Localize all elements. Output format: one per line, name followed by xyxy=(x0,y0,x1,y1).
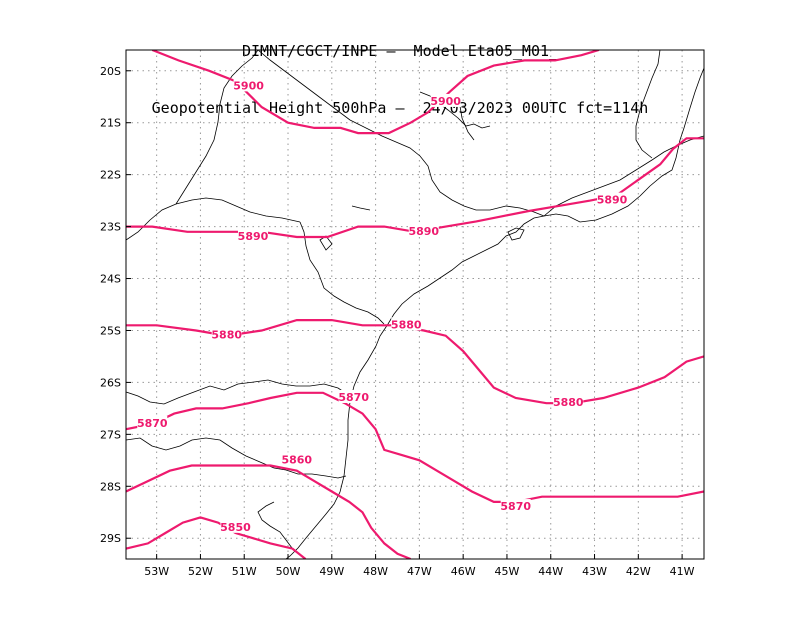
contour-labels: 5900 5900 5890 5890 5890 5880 5880 5880 5870 5870… xyxy=(137,78,628,534)
y-tick-label: 27S xyxy=(100,428,121,441)
y-tick-label: 29S xyxy=(100,532,121,545)
x-tick-label: 53W xyxy=(144,565,169,578)
contour-label-bg xyxy=(338,389,369,403)
state-boundary-sp-mg xyxy=(257,50,545,217)
contour-label-bg xyxy=(137,415,168,429)
y-tick-label: 22S xyxy=(100,169,121,182)
contour-label-bg xyxy=(391,317,422,331)
contour-label: 5870 xyxy=(338,391,369,404)
x-tick-label: 47W xyxy=(407,565,432,578)
x-tick-label: 51W xyxy=(232,565,257,578)
contour-label: 5890 xyxy=(238,230,269,243)
contour-label-bg xyxy=(408,223,439,237)
state-boundary-ms-pr xyxy=(126,197,301,241)
y-tick-label: 20S xyxy=(100,65,121,78)
axis-ticks: 53W 52W 51W 50W 49W 48W 47W 46W 45W 44W 43W 42W 41W 2… xyxy=(100,65,695,578)
x-tick-label: 49W xyxy=(319,565,344,578)
contour-5860 xyxy=(126,464,412,559)
y-tick-label: 23S xyxy=(100,221,121,234)
x-tick-label: 45W xyxy=(495,565,520,578)
x-tick-label: 52W xyxy=(188,565,213,578)
x-tick-label: 48W xyxy=(363,565,388,578)
contour-label: 5870 xyxy=(137,417,168,430)
contour-label: 5880 xyxy=(553,396,584,409)
coastline xyxy=(285,67,704,559)
contour-label-bg xyxy=(430,93,461,107)
contour-5850 xyxy=(126,516,307,559)
y-tick-label: 28S xyxy=(100,480,121,493)
contour-label: 5900 xyxy=(233,79,264,92)
river-segment xyxy=(351,205,371,211)
contour-label: 5860 xyxy=(281,453,312,466)
plot-frame xyxy=(125,49,705,560)
contour-label: 5890 xyxy=(408,225,439,238)
state-boundary-pr-sp xyxy=(299,221,385,325)
contour-5890 xyxy=(126,137,704,239)
lagoon-outline xyxy=(257,501,293,549)
title-line-1: DIMNT/CGCT/INPE – Model Eta05_M01_ xyxy=(241,42,559,60)
x-tick-label: 43W xyxy=(582,565,607,578)
contour-label-bg xyxy=(237,228,268,242)
contour-label: 5880 xyxy=(391,318,422,331)
contour-label-bg xyxy=(211,327,242,341)
contour-label: 5890 xyxy=(597,194,628,207)
y-tick-label: 21S xyxy=(100,117,121,130)
x-tick-label: 44W xyxy=(538,565,563,578)
y-tick-label: 26S xyxy=(100,376,121,389)
y-tick-label: 24S xyxy=(100,273,121,286)
contour-label: 5880 xyxy=(211,329,242,342)
state-boundary-rs-sc xyxy=(126,437,347,479)
x-tick-label: 42W xyxy=(626,565,651,578)
contour-label: 5900 xyxy=(430,95,461,108)
contour-label-bg xyxy=(233,78,264,92)
x-tick-label: 50W xyxy=(276,565,301,578)
state-boundary-mg-es xyxy=(635,50,661,159)
contour-label-bg xyxy=(553,395,584,409)
x-tick-label: 46W xyxy=(451,565,476,578)
x-tick-label: 41W xyxy=(670,565,695,578)
height-contours xyxy=(126,50,704,559)
state-boundary-ms-sp xyxy=(175,50,259,205)
contour-label-bg xyxy=(281,452,312,466)
contour-label: 5850 xyxy=(220,521,251,534)
contour-label: 5870 xyxy=(500,500,531,513)
contour-label-bg xyxy=(597,192,628,206)
coastline-and-state-boundaries xyxy=(126,50,704,559)
state-boundary-sc-pr xyxy=(126,379,351,405)
lat-lon-grid xyxy=(126,50,704,559)
contour-label-bg xyxy=(500,499,531,513)
y-tick-label: 25S xyxy=(100,324,121,337)
contour-5870 xyxy=(126,391,704,503)
contour-label-bg xyxy=(220,519,251,533)
contour-5880 xyxy=(126,319,704,405)
island-outline xyxy=(507,227,525,241)
